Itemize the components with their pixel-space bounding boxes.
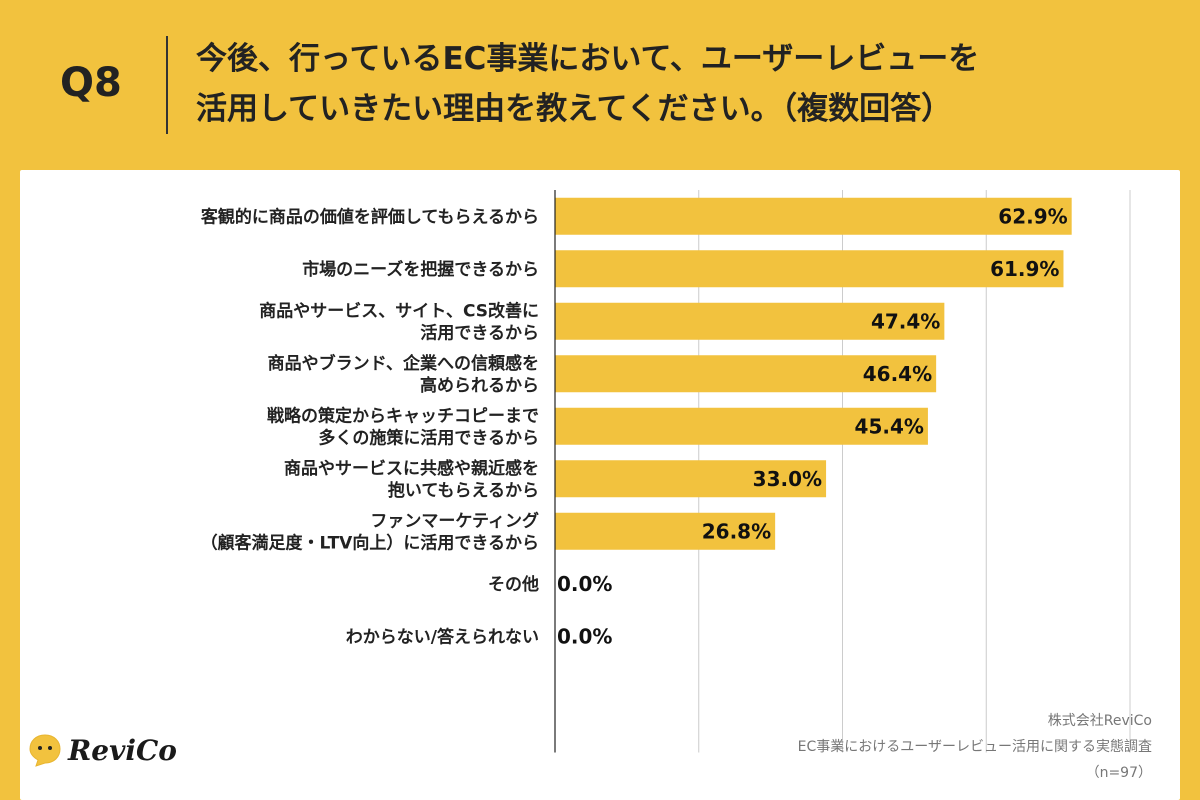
bar [555,355,937,393]
bar-value-label: 47.4% [871,309,940,333]
category-label: 商品やサービス、サイト、CS改善に [259,300,539,321]
bar-value-label: 0.0% [557,572,612,596]
bar-value-label: 45.4% [855,414,924,438]
question-title-line-1: 今後、行っているEC事業において、ユーザーレビューを [196,41,980,77]
chat-bubble-face-icon [29,734,61,767]
category-label: 商品やブランド、企業への信頼感を [268,353,539,374]
category-label: 抱いてもらえるから [388,480,539,501]
bar-value-label: 46.4% [863,362,932,386]
category-label: 高められるから [420,375,539,396]
footer-company: 株式会社ReviCo [1047,713,1152,729]
category-label: 多くの施策に活用できるから [318,427,539,448]
question-title-line-2: 活用していきたい理由を教えてください。（複数回答） [196,91,953,127]
logo-text: ReviCo [68,733,177,767]
category-label: 市場のニーズを把握できるから [302,259,539,280]
bar [555,197,1072,235]
bar [555,460,827,498]
category-label: 戦略の策定からキャッチコピーまで [267,405,539,426]
bar [555,302,945,340]
category-label: 商品やサービスに共感や親近感を [284,458,539,479]
category-label: わからない/答えられない [346,626,539,647]
header: Q8 今後、行っているEC事業において、ユーザーレビューを 活用していきたい理由… [0,0,1200,170]
bar-value-label: 61.9% [990,257,1059,281]
bar-value-label: 62.9% [998,204,1067,228]
footer-survey: EC事業におけるユーザーレビュー活用に関する実態調査 [797,739,1152,755]
category-label: ファンマーケティング [370,510,539,531]
bar [555,407,928,445]
category-label: その他 [488,574,539,595]
bar-chart: 62.9% 客観的に商品の価値を評価してもらえるから 61.9% 市場のニーズを把握で… [200,190,1131,753]
footer-sample: （n=97） [1085,765,1152,781]
category-label: 活用できるから [420,322,539,343]
chart-panel: 62.9% 客観的に商品の価値を評価してもらえるから 61.9% 市場のニーズを把握で… [20,170,1180,800]
bar-value-label: 26.8% [702,519,771,543]
bar [555,512,776,550]
footer-source: 株式会社ReviCo EC事業におけるユーザーレビュー活用に関する実態調査 （n… [798,708,1152,786]
category-label: （顧客満足度・LTV向上）に活用できるから [201,532,539,553]
question-title: 今後、行っているEC事業において、ユーザーレビューを 活用していきたい理由を教え… [196,34,1176,134]
bar [555,250,1064,288]
header-divider [166,36,168,134]
bar-value-label: 33.0% [753,467,822,491]
category-label: 客観的に商品の価値を評価してもらえるから [200,206,539,227]
company-logo: ReviCo [28,733,177,767]
bar-value-label: 0.0% [557,624,612,648]
question-number: Q8 [60,60,122,106]
